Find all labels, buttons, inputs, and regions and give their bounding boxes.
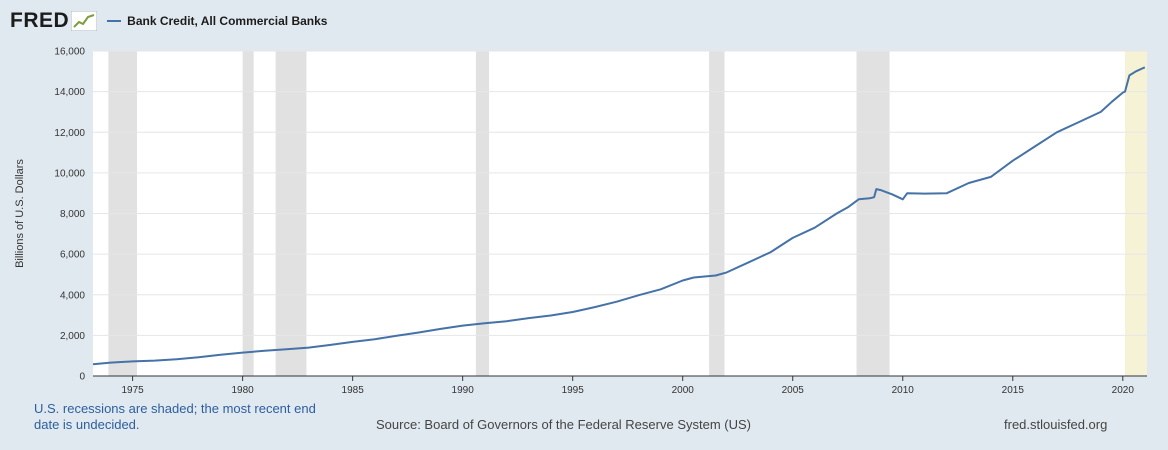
x-tick-label-0: 1975 <box>121 385 144 396</box>
x-tick-label-6: 2005 <box>782 385 805 396</box>
x-tick-label-1: 1980 <box>232 385 255 396</box>
x-tick-label-9: 2020 <box>1112 385 1135 396</box>
y-tick-label-0: 0 <box>79 372 85 383</box>
fred-url-link[interactable]: fred.stlouisfed.org <box>1004 417 1108 432</box>
legend-swatch-icon <box>107 20 122 22</box>
y-tick-label-4: 8,000 <box>60 209 85 220</box>
x-tick-label-8: 2015 <box>1002 385 1025 396</box>
y-tick-label-6: 12,000 <box>54 128 85 139</box>
y-tick-label-7: 14,000 <box>54 87 85 98</box>
grid-lines <box>93 50 1147 336</box>
y-tick-label-2: 4,000 <box>60 290 85 301</box>
bank-credit-chart: 0 2,000 4,000 6,000 8,000 10,000 12,000 14,000 1… <box>14 47 1147 396</box>
recession-note: U.S. recessions are shaded; the most rec… <box>34 401 316 432</box>
source-note: Source: Board of Governors of the Federa… <box>376 417 751 432</box>
x-tick-label-4: 1995 <box>562 385 585 396</box>
legend-series-label[interactable]: Bank Credit, All Commercial Banks <box>127 14 328 28</box>
y-axis-label: Billions of U.S. Dollars <box>14 159 26 268</box>
x-tick-label-5: 2000 <box>672 385 695 396</box>
chart-header: FRED Bank Credit, All Commercial Banks <box>10 8 327 34</box>
x-tick-label-7: 2010 <box>892 385 915 396</box>
series-line-0 <box>92 66 1146 366</box>
x-tick-label-3: 1990 <box>452 385 475 396</box>
y-tick-label-3: 6,000 <box>60 250 85 261</box>
y-tick-label-8: 16,000 <box>54 47 85 58</box>
sparkline-logo-icon <box>71 11 98 31</box>
x-tick-label-2: 1985 <box>342 385 365 396</box>
y-tick-label-5: 10,000 <box>54 168 85 179</box>
y-tick-label-1: 2,000 <box>60 331 85 342</box>
series-layer <box>92 66 1146 366</box>
axes: 0 2,000 4,000 6,000 8,000 10,000 12,000 14,000 1… <box>14 47 1147 396</box>
fred-logo[interactable]: FRED <box>10 9 70 32</box>
